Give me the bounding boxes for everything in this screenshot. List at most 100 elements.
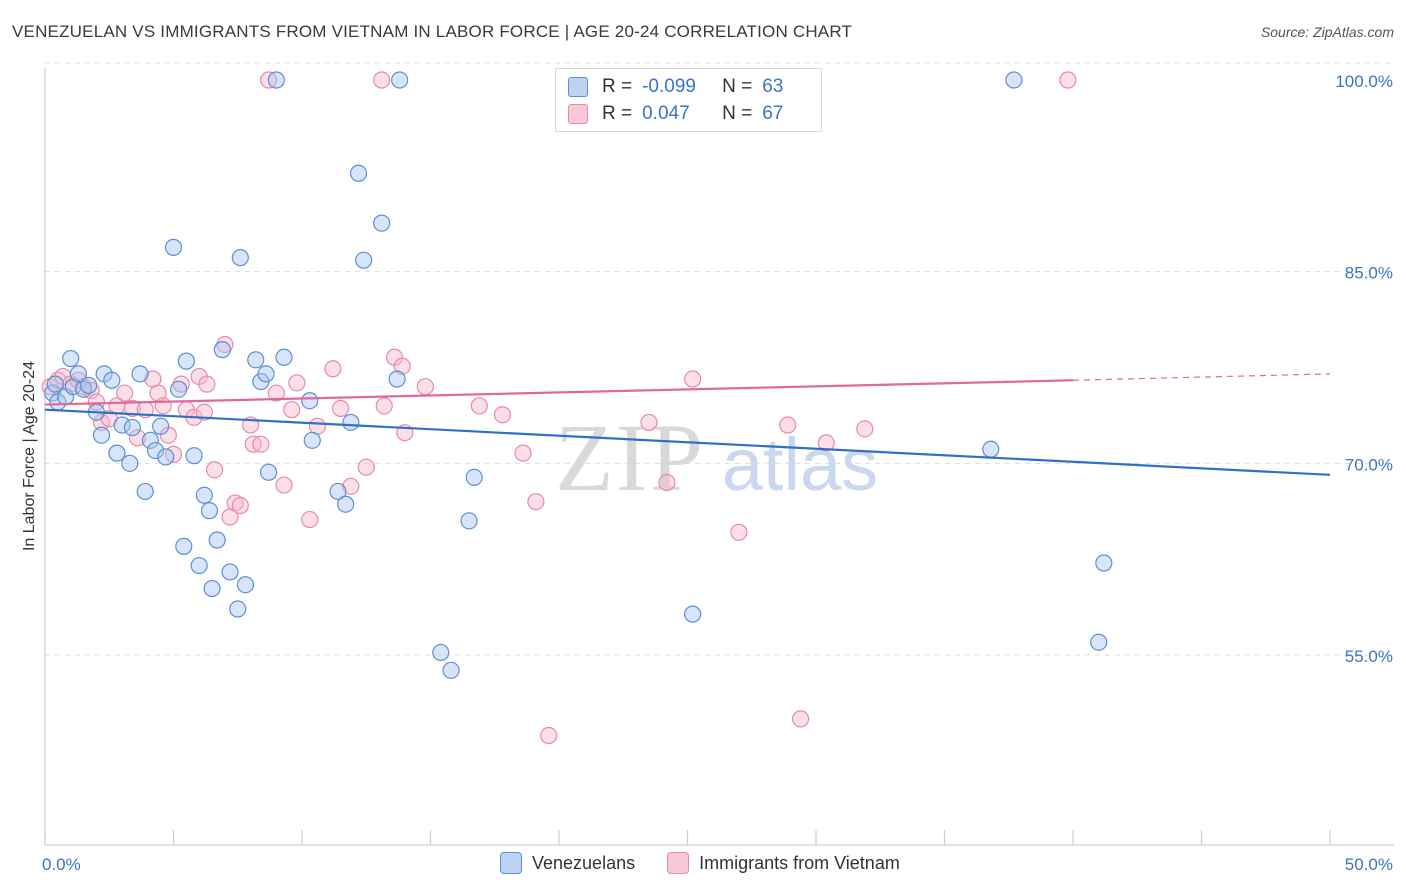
point-venezuelans <box>121 454 139 472</box>
point-vietnam <box>128 429 147 447</box>
legend-swatch-blue <box>568 77 588 97</box>
point-venezuelans <box>195 486 213 504</box>
point-venezuelans <box>329 482 347 501</box>
point-venezuelans <box>190 556 208 575</box>
legend-item-venezuelans: Venezuelans <box>500 852 635 874</box>
legend-swatch-pink <box>568 104 588 124</box>
point-vietnam <box>373 71 391 89</box>
y-tick-labels: 55.0% 70.0% 85.0% 100.0% <box>1335 72 1393 666</box>
point-vietnam <box>357 458 375 476</box>
point-vietnam <box>730 523 748 541</box>
trend-line-vietnam-extension <box>1072 373 1331 381</box>
point-vietnam <box>416 378 434 396</box>
trend-line-vietnam <box>44 379 1074 406</box>
legend-r-value: 0.047 <box>642 103 690 124</box>
point-venezuelans <box>432 643 450 662</box>
legend-swatch-blue <box>500 852 522 874</box>
point-venezuelans <box>231 249 249 267</box>
point-venezuelans <box>221 563 239 581</box>
point-venezuelans <box>388 370 406 388</box>
legend-label-vietnam: Immigrants from Vietnam <box>699 852 900 873</box>
point-venezuelans <box>164 238 183 256</box>
point-vietnam <box>195 403 213 421</box>
point-vietnam <box>87 393 106 411</box>
point-vietnam <box>92 413 111 432</box>
point-vietnam <box>275 476 293 494</box>
point-venezuelans <box>301 392 319 410</box>
point-vietnam <box>123 399 141 417</box>
legend-r-label: R = <box>602 103 633 124</box>
point-vietnam <box>301 510 319 529</box>
point-venezuelans <box>442 661 460 679</box>
point-venezuelans <box>337 495 355 513</box>
series-venezuelans-points <box>44 71 1113 679</box>
point-venezuelans <box>355 251 373 269</box>
legend-n-label: N = <box>722 76 753 97</box>
point-vietnam <box>116 384 134 402</box>
point-venezuelans <box>92 426 111 444</box>
point-vietnam <box>470 397 488 415</box>
legend-row-vietnam: R = 0.047 N = 67 <box>568 101 783 127</box>
point-vietnam <box>342 477 360 495</box>
point-vietnam <box>231 496 249 515</box>
point-venezuelans <box>69 365 88 383</box>
point-vietnam <box>856 420 874 438</box>
point-vietnam <box>1059 71 1077 89</box>
watermark-zip: ZIP <box>555 404 705 511</box>
point-vietnam <box>283 401 301 419</box>
point-venezuelans <box>259 463 278 481</box>
point-venezuelans <box>131 365 149 383</box>
point-venezuelans <box>46 375 64 393</box>
x-tick-label: 50.0% <box>1345 855 1393 874</box>
x-tick-label: 0.0% <box>42 855 81 874</box>
point-venezuelans <box>203 579 221 598</box>
point-venezuelans <box>146 441 165 460</box>
point-venezuelans <box>136 482 154 501</box>
trend-lines <box>44 373 1331 476</box>
point-vietnam <box>527 493 545 511</box>
point-venezuelans <box>175 537 193 555</box>
point-vietnam <box>514 444 532 462</box>
chart-title: VENEZUELAN VS IMMIGRANTS FROM VIETNAM IN… <box>12 22 853 41</box>
point-venezuelans <box>349 164 368 182</box>
point-venezuelans <box>157 448 175 466</box>
point-venezuelans <box>152 417 170 435</box>
y-tick-label: 85.0% <box>1345 264 1393 283</box>
point-venezuelans <box>1090 633 1108 651</box>
point-venezuelans <box>213 341 231 359</box>
axes <box>44 68 1394 846</box>
point-venezuelans <box>342 413 360 432</box>
y-tick-label: 70.0% <box>1345 455 1393 474</box>
point-venezuelans <box>200 502 219 520</box>
legend-swatch-pink <box>667 852 690 874</box>
point-vietnam <box>288 374 306 392</box>
legend-r-label: R = <box>602 76 633 97</box>
legend-label-venezuelans: Venezuelans <box>532 852 636 873</box>
point-vietnam <box>252 435 270 453</box>
point-venezuelans <box>170 380 188 398</box>
legend-n-value: 67 <box>762 103 784 124</box>
point-venezuelans <box>391 71 409 89</box>
point-vietnam <box>331 399 350 417</box>
point-vietnam <box>324 360 342 378</box>
point-vietnam <box>779 416 797 434</box>
point-vietnam <box>206 461 224 479</box>
point-venezuelans <box>982 440 1000 458</box>
point-vietnam <box>375 397 393 415</box>
point-venezuelans <box>373 214 391 232</box>
watermark-atlas: atlas <box>722 423 878 506</box>
y-axis-label: In Labor Force | Age 20-24 <box>21 361 38 551</box>
series-legend: Venezuelans Immigrants from Vietnam <box>500 852 932 874</box>
point-venezuelans <box>62 349 80 368</box>
point-vietnam <box>658 473 676 492</box>
point-venezuelans <box>267 71 285 89</box>
point-vietnam <box>684 370 702 388</box>
point-venezuelans <box>247 351 265 369</box>
legend-r-value: -0.099 <box>642 76 696 97</box>
point-venezuelans <box>113 416 131 434</box>
point-venezuelans <box>465 468 483 486</box>
point-venezuelans <box>275 348 293 366</box>
point-venezuelans <box>229 600 247 618</box>
point-venezuelans <box>1005 71 1023 89</box>
